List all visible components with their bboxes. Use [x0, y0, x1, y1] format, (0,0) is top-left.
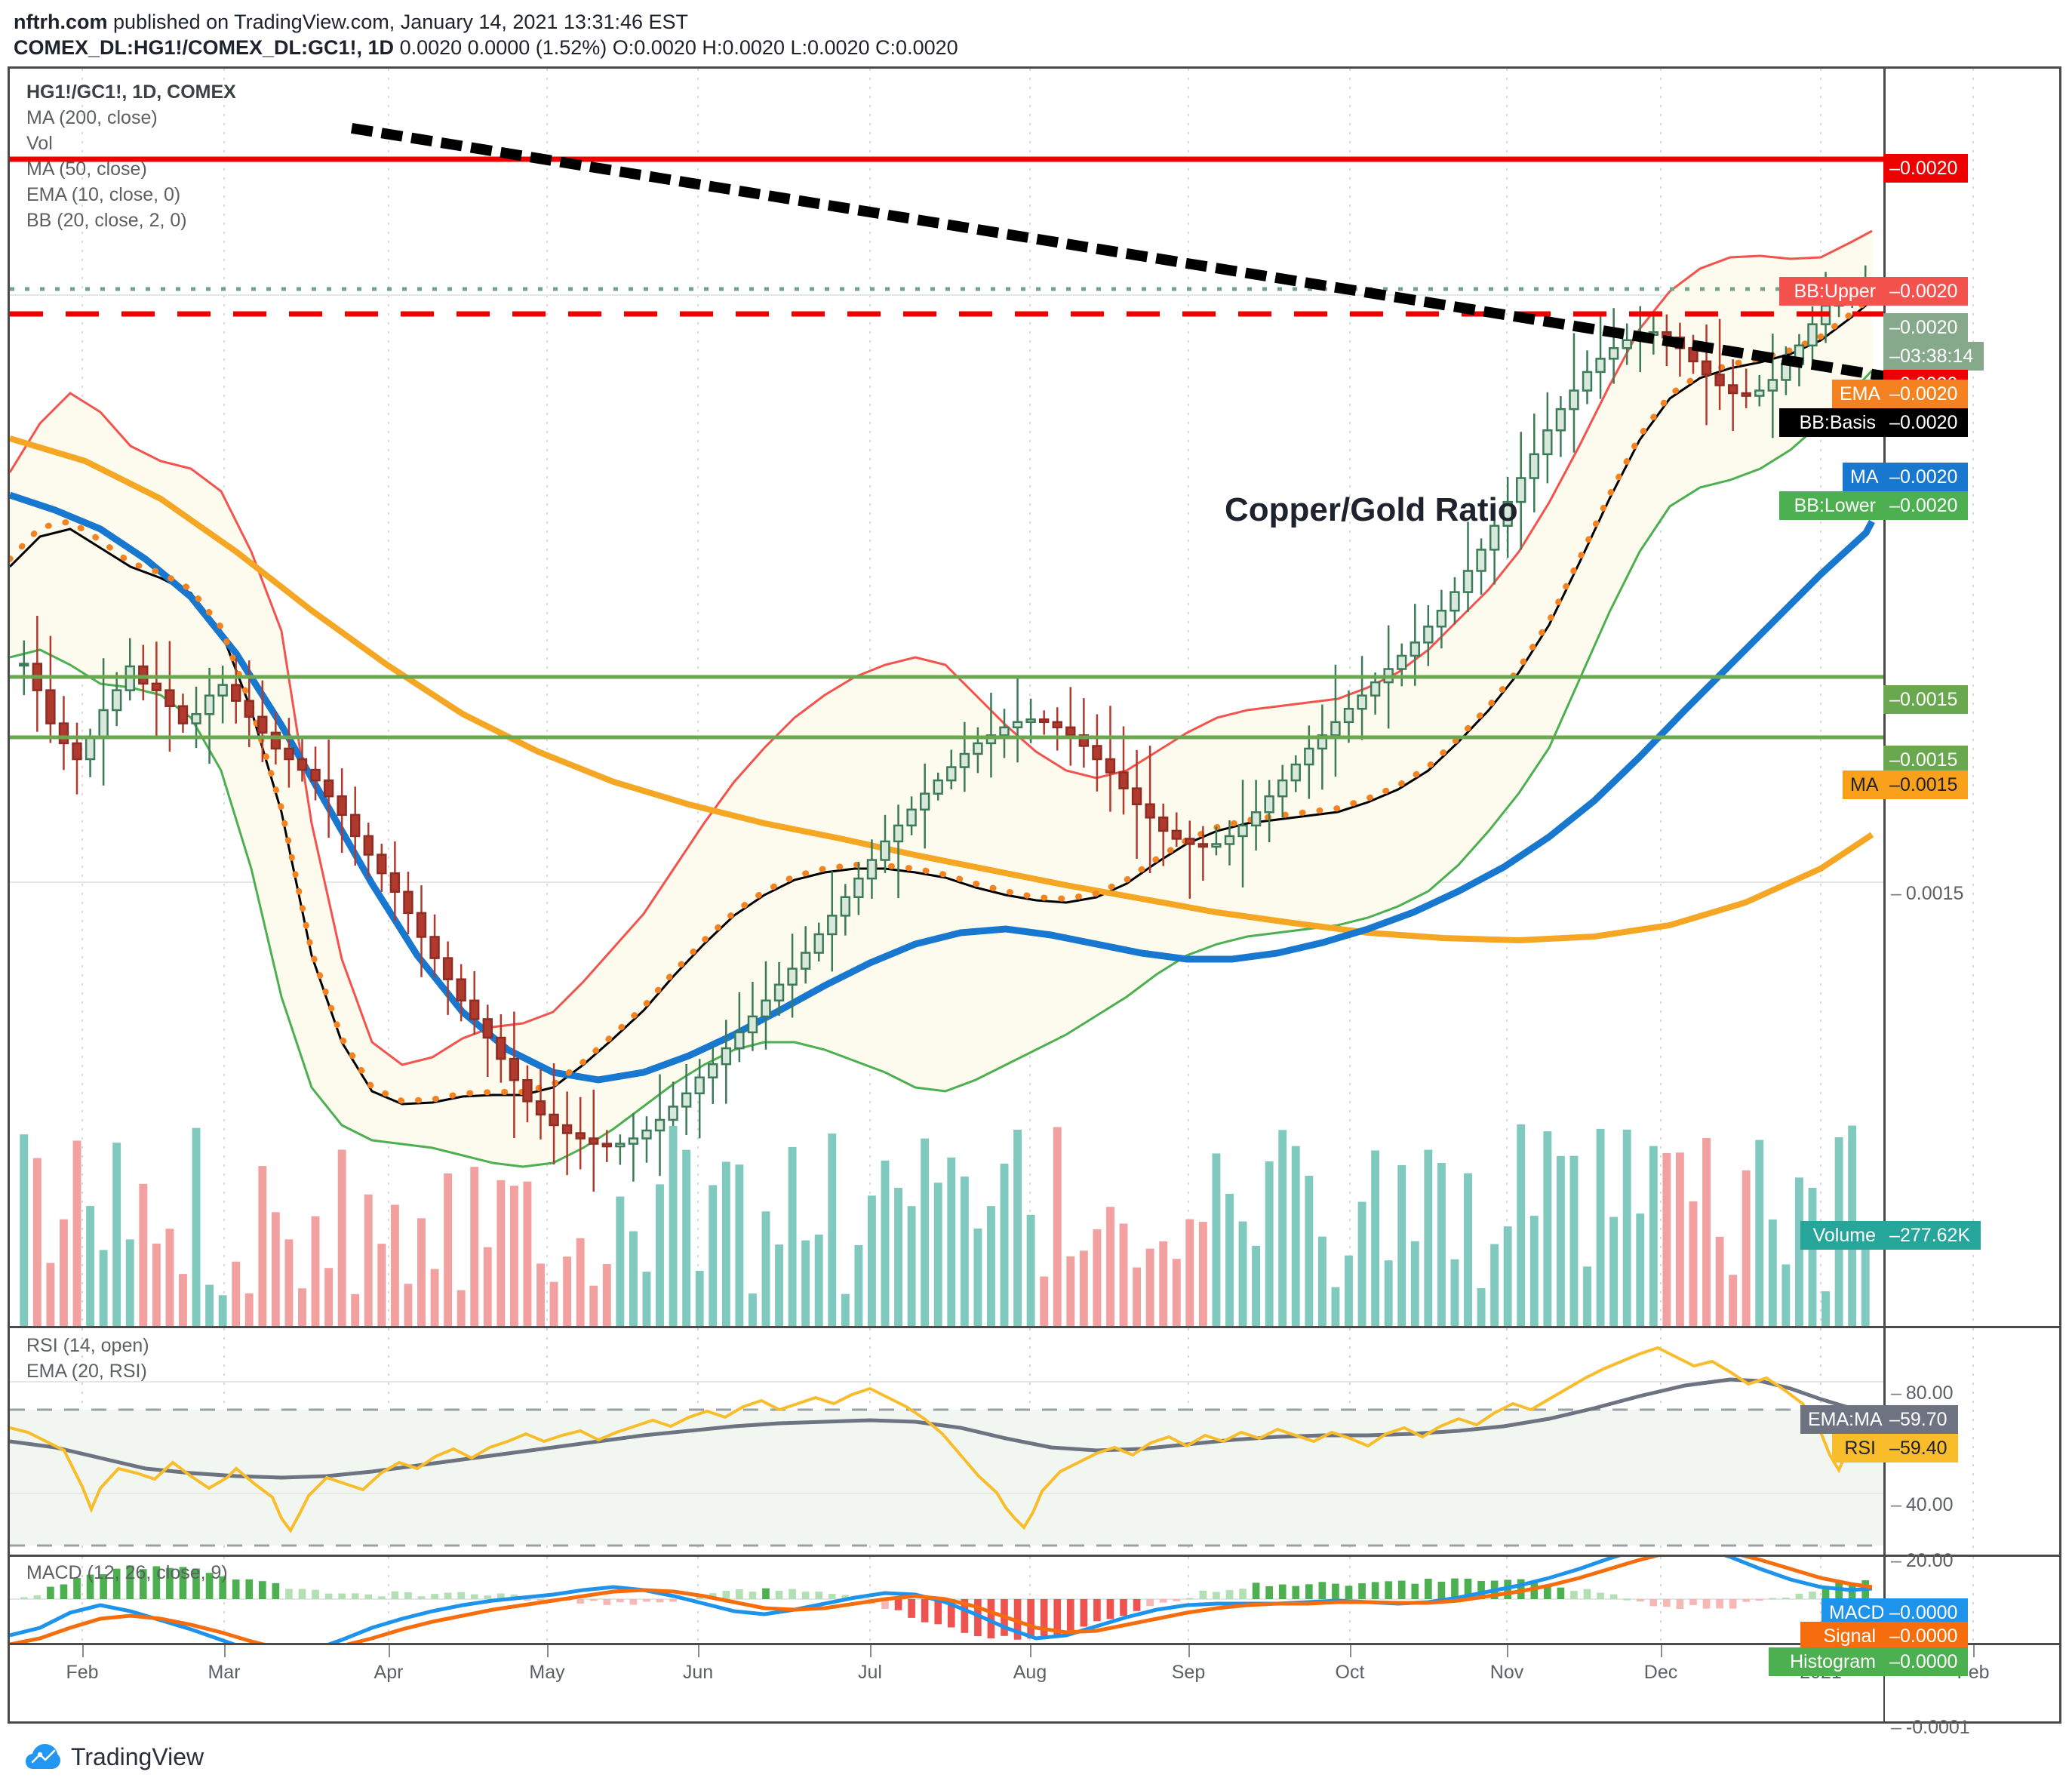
- tradingview-logo-icon: [26, 1744, 60, 1769]
- time-tick-mark: [389, 1645, 390, 1657]
- price-label-hline-lower[interactable]: –0.0015: [1883, 737, 1969, 774]
- axis-tick-rsi-tick-40: –40.00: [1891, 1494, 1954, 1515]
- price-label-value: –59.40: [1883, 1434, 1958, 1463]
- axis-tick-rsi-tick-20: –20.00: [1891, 1550, 1954, 1571]
- time-tick-mark: [547, 1645, 549, 1657]
- time-tick-label: May: [529, 1662, 565, 1683]
- time-tick-mark: [1350, 1645, 1351, 1657]
- time-tick-mark: [82, 1645, 84, 1657]
- price-label-tag: BB:Lower: [1779, 491, 1883, 520]
- price-label-tag: EMA:MA: [1800, 1405, 1883, 1434]
- price-label-value: –0.0020: [1883, 463, 1969, 491]
- price-pane[interactable]: HG1!/GC1!, 1D, COMEX MA (200, close) Vol…: [10, 69, 2059, 1326]
- price-label-last-price[interactable]: –0.0020: [1883, 305, 1969, 342]
- time-tick-mark: [1188, 1645, 1190, 1657]
- time-tick-mark: [698, 1645, 699, 1657]
- pane-separator-macd[interactable]: [10, 1555, 2059, 1557]
- price-label-bb-upper[interactable]: BB:Upper –0.0020: [1779, 277, 1969, 306]
- price-label-tag: RSI: [1832, 1434, 1883, 1463]
- chart-frame[interactable]: HG1!/GC1!, 1D, COMEX MA (200, close) Vol…: [8, 66, 2061, 1738]
- price-label-value: –0.0020: [1883, 313, 1969, 342]
- price-label-macd-signal[interactable]: Signal –0.0000: [1800, 1622, 1969, 1650]
- time-tick-label: Nov: [1489, 1662, 1524, 1683]
- volume-series: [20, 1124, 1870, 1326]
- time-tick-label: Jun: [682, 1662, 714, 1683]
- axis-tick-price-tick-0015: –0.0015: [1891, 883, 1964, 904]
- rsi-pane[interactable]: RSI (14, open) EMA (20, RSI): [10, 1328, 2059, 1555]
- publisher-line: nftrh.com published on TradingView.com, …: [14, 9, 2072, 35]
- quote-values: 0.0020 0.0000 (1.52%) O:0.0020 H:0.0020 …: [399, 36, 958, 59]
- price-label-ma-orange[interactable]: MA –0.0015: [1843, 771, 1969, 799]
- price-label-tag: Volume: [1800, 1221, 1883, 1250]
- pane-separator-rsi[interactable]: [10, 1326, 2059, 1328]
- price-label-rsi[interactable]: RSI –59.40: [1832, 1434, 1958, 1463]
- time-axis[interactable]: FebMarAprMayJunJulAugSepOctNovDec2021Feb: [10, 1643, 2059, 1724]
- price-label-value: –59.70: [1883, 1405, 1958, 1434]
- price-label-value: –0.0020: [1883, 491, 1969, 520]
- price-label-value: –0.0015: [1883, 685, 1969, 714]
- time-tick-label: Jul: [858, 1662, 882, 1683]
- price-label-value: –0.0000: [1883, 1647, 1969, 1676]
- chart-annotation-title: Copper/Gold Ratio: [1225, 491, 1518, 528]
- price-label-alert-line-price[interactable]: –0.0020: [1883, 146, 1969, 183]
- price-label-macd-histogram[interactable]: Histogram –0.0000: [1769, 1647, 1969, 1676]
- price-label-tag: MA: [1843, 463, 1883, 491]
- price-label-value: –0.0020: [1883, 277, 1969, 306]
- price-label-value: –0.0000: [1883, 1622, 1969, 1650]
- time-tick-label: Feb: [66, 1662, 99, 1683]
- axis-tick-macd-tick-neg: – -0.0001: [1891, 1717, 1970, 1738]
- price-label-value: –0.0020: [1883, 380, 1969, 408]
- price-label-countdown[interactable]: –03:38:14: [1883, 334, 1984, 371]
- price-label-value: –0.0020: [1883, 408, 1969, 437]
- price-label-ma-blue[interactable]: MA –0.0020: [1843, 463, 1969, 491]
- time-tick-mark: [1507, 1645, 1508, 1657]
- price-label-tag: Signal: [1800, 1622, 1883, 1650]
- macd-pane[interactable]: MACD (12, 26, close, 9): [10, 1557, 2059, 1643]
- time-tick-label: Dec: [1643, 1662, 1678, 1683]
- price-scale-divider: [1883, 69, 1886, 1643]
- price-label-ema[interactable]: EMA –0.0020: [1832, 380, 1969, 408]
- time-tick-mark: [1661, 1645, 1662, 1657]
- price-label-tag: MA: [1843, 771, 1883, 799]
- symbol-text: COMEX_DL:HG1!/COMEX_DL:GC1!, 1D: [14, 36, 395, 59]
- time-axis-divider: [1883, 1645, 1885, 1724]
- price-label-tag: Histogram: [1769, 1647, 1883, 1676]
- price-label-volume[interactable]: Volume –277.62K: [1800, 1221, 1981, 1250]
- time-tick-label: Sep: [1171, 1662, 1206, 1683]
- publisher-name: nftrh.com: [14, 11, 108, 33]
- price-label-bb-lower[interactable]: BB:Lower –0.0020: [1779, 491, 1969, 520]
- price-pane-graphics: [10, 69, 1974, 1326]
- axis-tick-rsi-tick-80: –80.00: [1891, 1383, 1954, 1404]
- candlestick-series: [19, 265, 1871, 1192]
- time-tick-mark: [224, 1645, 226, 1657]
- price-label-hline-upper[interactable]: –0.0015: [1883, 677, 1969, 714]
- price-label-value: –277.62K: [1883, 1221, 1981, 1250]
- time-tick-label: Aug: [1013, 1662, 1047, 1683]
- price-label-tag: BB:Basis: [1779, 408, 1883, 437]
- price-label-value: –0.0015: [1883, 771, 1969, 799]
- time-tick-label: Apr: [374, 1662, 404, 1683]
- price-label-value: –03:38:14: [1883, 342, 1984, 371]
- time-tick-mark: [870, 1645, 872, 1657]
- page-header: nftrh.com published on TradingView.com, …: [0, 0, 2072, 65]
- tradingview-footer[interactable]: TradingView: [26, 1739, 204, 1775]
- price-label-tag: EMA: [1832, 380, 1883, 408]
- published-info: published on TradingView.com, January 14…: [113, 11, 689, 33]
- price-label-tag: BB:Upper: [1779, 277, 1883, 306]
- tradingview-brand-label: TradingView: [71, 1742, 204, 1770]
- price-label-value: –0.0015: [1883, 746, 1969, 774]
- time-tick-label: Oct: [1335, 1662, 1365, 1683]
- symbol-quote-line: COMEX_DL:HG1!/COMEX_DL:GC1!, 1D 0.0020 0…: [14, 35, 2072, 60]
- price-label-rsi-ema-ma[interactable]: EMA:MA –59.70: [1800, 1405, 1958, 1434]
- rsi-graphics: [10, 1328, 1974, 1555]
- price-label-bb-basis[interactable]: BB:Basis –0.0020: [1779, 408, 1969, 437]
- time-tick-label: Mar: [208, 1662, 241, 1683]
- macd-graphics: [10, 1557, 1974, 1643]
- time-tick-mark: [1030, 1645, 1031, 1657]
- price-label-value: –0.0020: [1883, 154, 1969, 183]
- time-tick-mark: [1973, 1645, 1975, 1657]
